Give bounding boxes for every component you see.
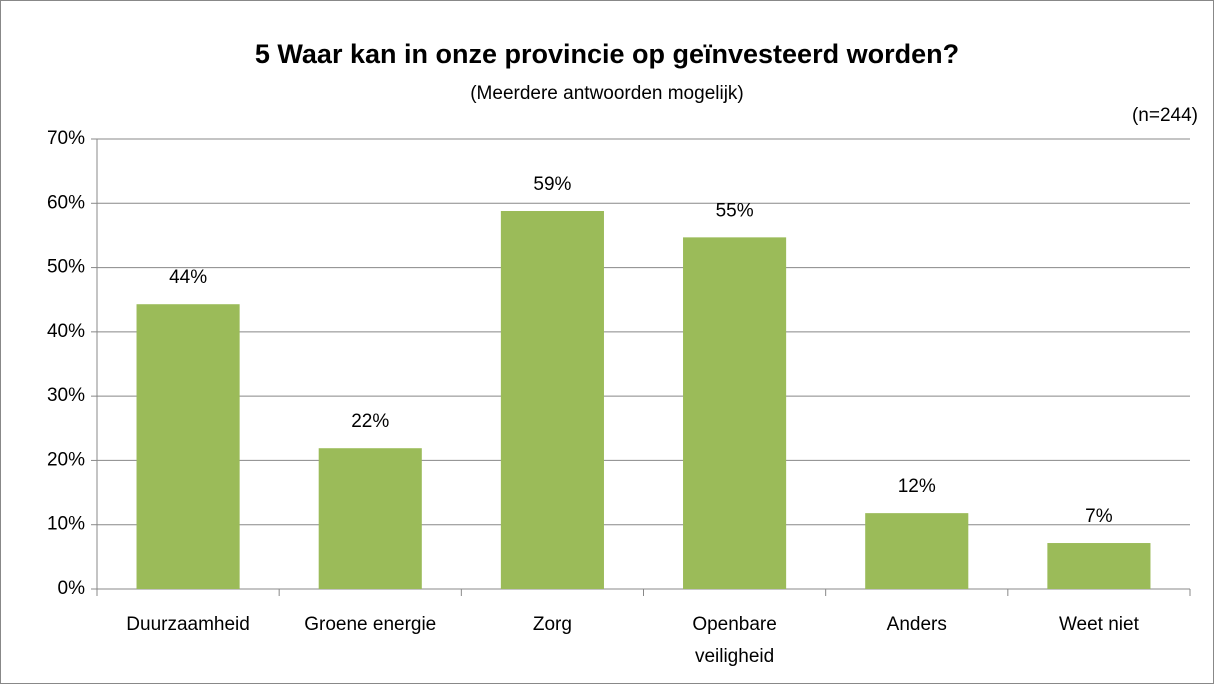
y-tick-label: 30% (47, 385, 85, 406)
y-tick-label: 10% (47, 514, 85, 535)
x-tick-label: Groene energie (304, 614, 436, 635)
x-tick-label: Weet niet (1059, 614, 1140, 635)
y-tick-label: 50% (47, 257, 85, 278)
x-tick-label: Anders (887, 614, 947, 635)
x-tick-label: Zorg (533, 614, 572, 635)
y-tick-label: 20% (47, 449, 85, 470)
bar (683, 237, 787, 589)
chart-title: 5 Waar kan in onze provincie op geïnvest… (255, 39, 959, 69)
data-label: 12% (898, 476, 936, 497)
y-tick-label: 70% (47, 128, 85, 149)
x-tick-label: Openbare veiligheid (692, 614, 777, 667)
bar (865, 513, 969, 589)
x-tick-label: Duurzaamheid (126, 614, 250, 635)
y-tick-label: 0% (58, 578, 86, 599)
data-label: 7% (1085, 506, 1113, 527)
bar (136, 304, 240, 589)
bar (1047, 543, 1151, 589)
y-tick-label: 60% (47, 192, 85, 213)
data-label: 55% (716, 200, 754, 221)
data-label: 22% (351, 411, 389, 432)
y-tick-label: 40% (47, 321, 85, 342)
bar (500, 211, 604, 589)
bar (318, 448, 422, 589)
data-label: 59% (533, 174, 571, 195)
chart-subtitle: (Meerdere antwoorden mogelijk) (470, 83, 744, 104)
sample-size: (n=244) (1132, 105, 1198, 126)
data-label: 44% (169, 267, 207, 288)
